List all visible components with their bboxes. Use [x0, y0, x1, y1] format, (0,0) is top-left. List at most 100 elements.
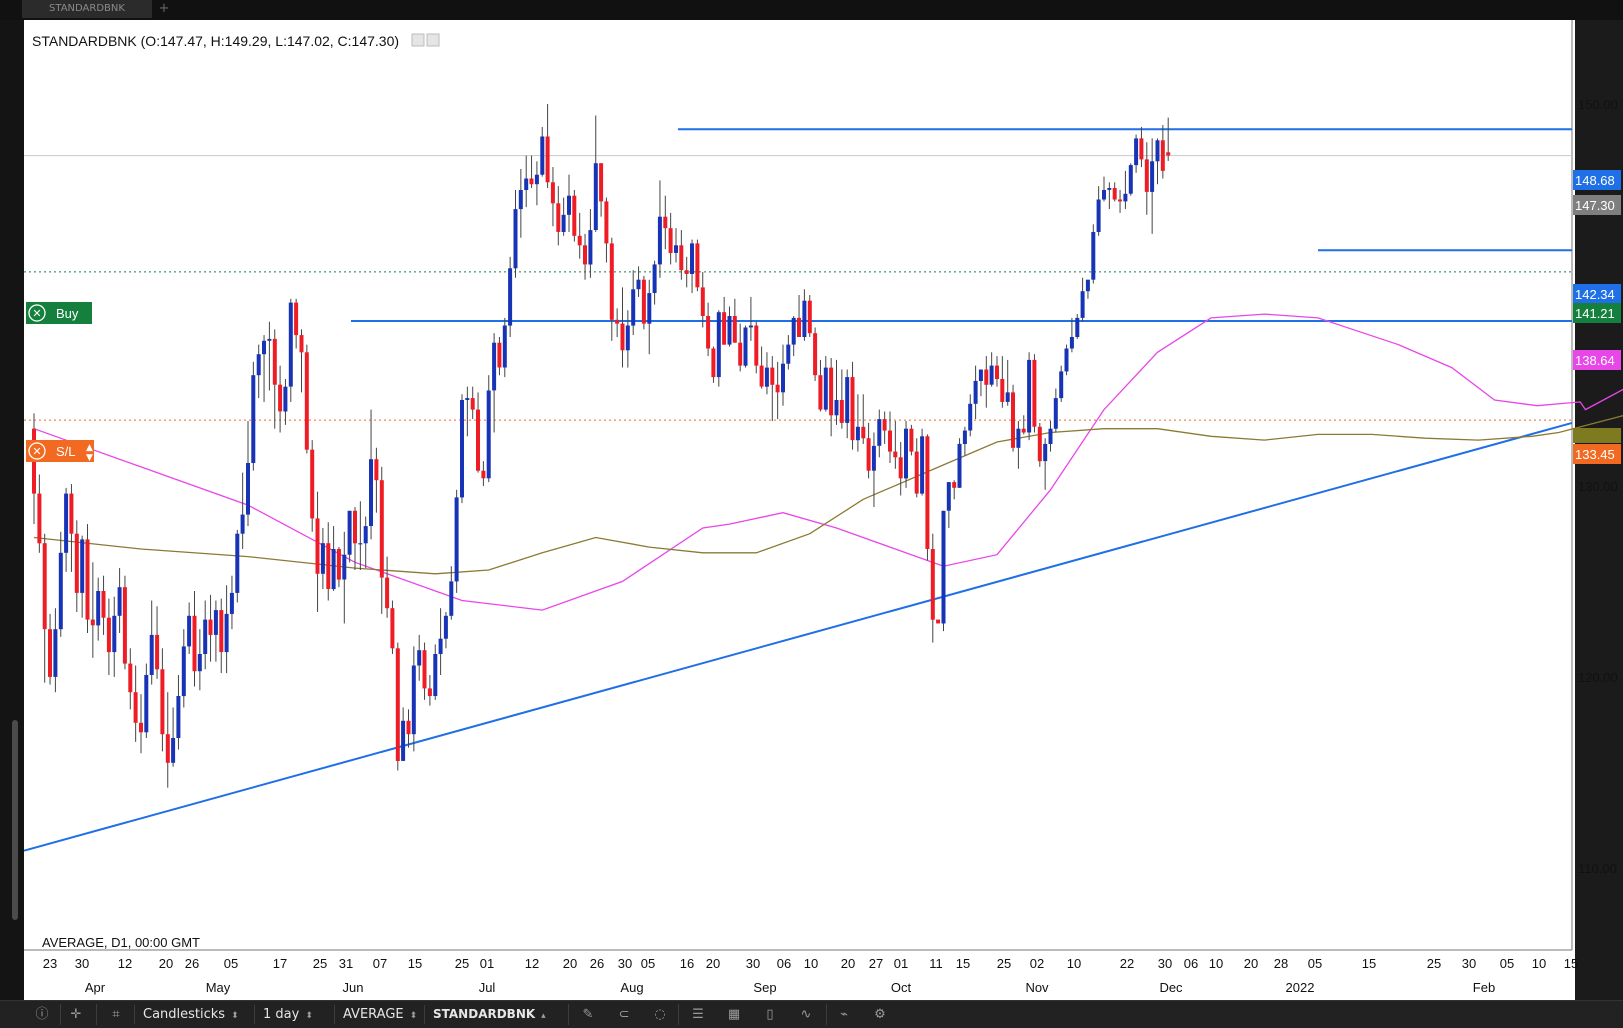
- date-tick-label: 20: [1244, 956, 1258, 971]
- candle-up: [262, 340, 266, 355]
- date-tick-label: 15: [408, 956, 422, 971]
- date-tick-label: 26: [590, 956, 604, 971]
- date-tick-label: 30: [618, 956, 632, 971]
- date-tick-label: 27: [869, 956, 883, 971]
- line-chart-icon[interactable]: ∿: [800, 1007, 812, 1022]
- candle-down: [888, 430, 892, 452]
- candle-up: [748, 325, 753, 328]
- chevron-updown-icon: ⬍: [409, 1011, 418, 1021]
- template-icon[interactable]: ▯: [766, 1007, 774, 1022]
- candle-down: [165, 734, 170, 763]
- candle-up: [246, 463, 250, 515]
- date-tick-label: 30: [1158, 956, 1172, 971]
- tab-standardbnk[interactable]: STANDARDBNK: [22, 0, 152, 18]
- month-label: Feb: [1473, 980, 1495, 995]
- date-tick-label: 10: [804, 956, 818, 971]
- title-close-icon[interactable]: [426, 33, 440, 47]
- candle-up: [80, 539, 85, 593]
- candle-up: [957, 443, 962, 488]
- candle-up: [1053, 398, 1058, 429]
- candle-up: [973, 380, 978, 404]
- hide-icon[interactable]: ◌: [654, 1007, 666, 1022]
- date-tick-label: 05: [224, 956, 238, 971]
- candle-up: [946, 482, 951, 511]
- candle-down: [695, 243, 700, 288]
- date-tick-label: 22: [1120, 956, 1134, 971]
- candle-up: [1064, 348, 1069, 372]
- info-icon[interactable]: ⓘ: [35, 1007, 49, 1022]
- crosshair-icon[interactable]: ✛: [70, 1007, 82, 1022]
- new-tab-plus-icon[interactable]: +: [158, 1, 170, 16]
- pencil-icon[interactable]: ✎: [582, 1007, 594, 1022]
- timeframe-value: 1 day: [263, 1007, 300, 1022]
- candle-up: [443, 615, 448, 639]
- candle-down: [984, 369, 989, 385]
- candle-up: [764, 367, 769, 387]
- title-settings-icon[interactable]: [411, 33, 425, 47]
- candle-up: [411, 665, 416, 735]
- moving-averages: [33, 313, 1623, 611]
- candle-down: [106, 617, 111, 653]
- candle-down: [663, 216, 668, 229]
- candle-up: [64, 493, 69, 553]
- month-label: Oct: [891, 980, 912, 995]
- date-tick-label: 06: [1184, 956, 1198, 971]
- candle-up: [1107, 188, 1112, 190]
- candle-down: [930, 549, 935, 620]
- grid-layout-icon[interactable]: ▦: [727, 1007, 741, 1022]
- candle-up: [657, 216, 662, 265]
- indicator-select[interactable]: AVERAGE ⬍: [334, 1005, 423, 1024]
- gear-icon[interactable]: ⚙: [874, 1007, 886, 1022]
- candle-down: [85, 539, 90, 620]
- candle-down: [272, 338, 277, 385]
- timeframe-select[interactable]: 1 day ⬍: [254, 1005, 335, 1024]
- candle-up: [1102, 190, 1106, 200]
- candle-down: [829, 367, 834, 416]
- order-marker-label: Buy: [56, 306, 79, 321]
- date-tick-label: 20: [159, 956, 173, 971]
- candle-down: [304, 352, 309, 450]
- moving-average-line: [33, 415, 1623, 575]
- candle-up: [197, 654, 202, 672]
- candle-down: [192, 615, 197, 672]
- link-icon[interactable]: ⌁: [840, 1007, 848, 1022]
- candle-up: [1080, 291, 1085, 318]
- magnet-icon[interactable]: ⊂: [618, 1007, 630, 1022]
- candle-up: [636, 279, 641, 290]
- candle-up: [347, 510, 352, 555]
- crop-icon[interactable]: ⌗: [112, 1007, 120, 1022]
- candle-up: [647, 293, 652, 324]
- bottom-toolbar: ⓘ ✛ ⌗ Candlesticks ⬍ 1 day ⬍ AVERAGE ⬍ STAN…: [0, 1000, 1623, 1028]
- candle-up: [962, 430, 967, 444]
- date-tick-label: 30: [75, 956, 89, 971]
- symbol-select[interactable]: STANDARDBNK ▴: [424, 1005, 563, 1024]
- candle-down: [995, 365, 999, 379]
- candle-up: [454, 497, 459, 582]
- candle-up: [486, 390, 491, 479]
- price-level-tag: [1573, 170, 1621, 190]
- candle-up: [834, 400, 839, 416]
- chart-type-select[interactable]: Candlesticks ⬍: [134, 1005, 255, 1024]
- vertical-scrollbar-thumb[interactable]: [12, 720, 18, 920]
- candle-up: [1085, 279, 1090, 292]
- candle-down: [882, 419, 887, 431]
- candle-up: [240, 514, 245, 534]
- date-tick-label: 15: [956, 956, 970, 971]
- candle-up: [149, 634, 154, 675]
- candle-up: [871, 445, 876, 471]
- candle-up: [53, 629, 58, 677]
- list-icon[interactable]: ☰: [692, 1007, 704, 1022]
- month-label: May: [206, 980, 231, 995]
- chart-title: STANDARDBNK (O:147.47, H:149.29, L:147.0…: [32, 33, 399, 49]
- candle-down: [128, 663, 133, 693]
- order-markers[interactable]: ✕ Buy ✕ S/L ▲▼: [26, 302, 94, 463]
- candle-down: [139, 722, 143, 733]
- candle-down: [866, 438, 871, 471]
- drawn-lines: [23, 128, 1573, 852]
- candle-up: [235, 533, 240, 593]
- candle-up: [540, 136, 545, 175]
- candle-up: [181, 646, 186, 697]
- candle-up: [743, 327, 748, 366]
- candle-up: [460, 400, 464, 498]
